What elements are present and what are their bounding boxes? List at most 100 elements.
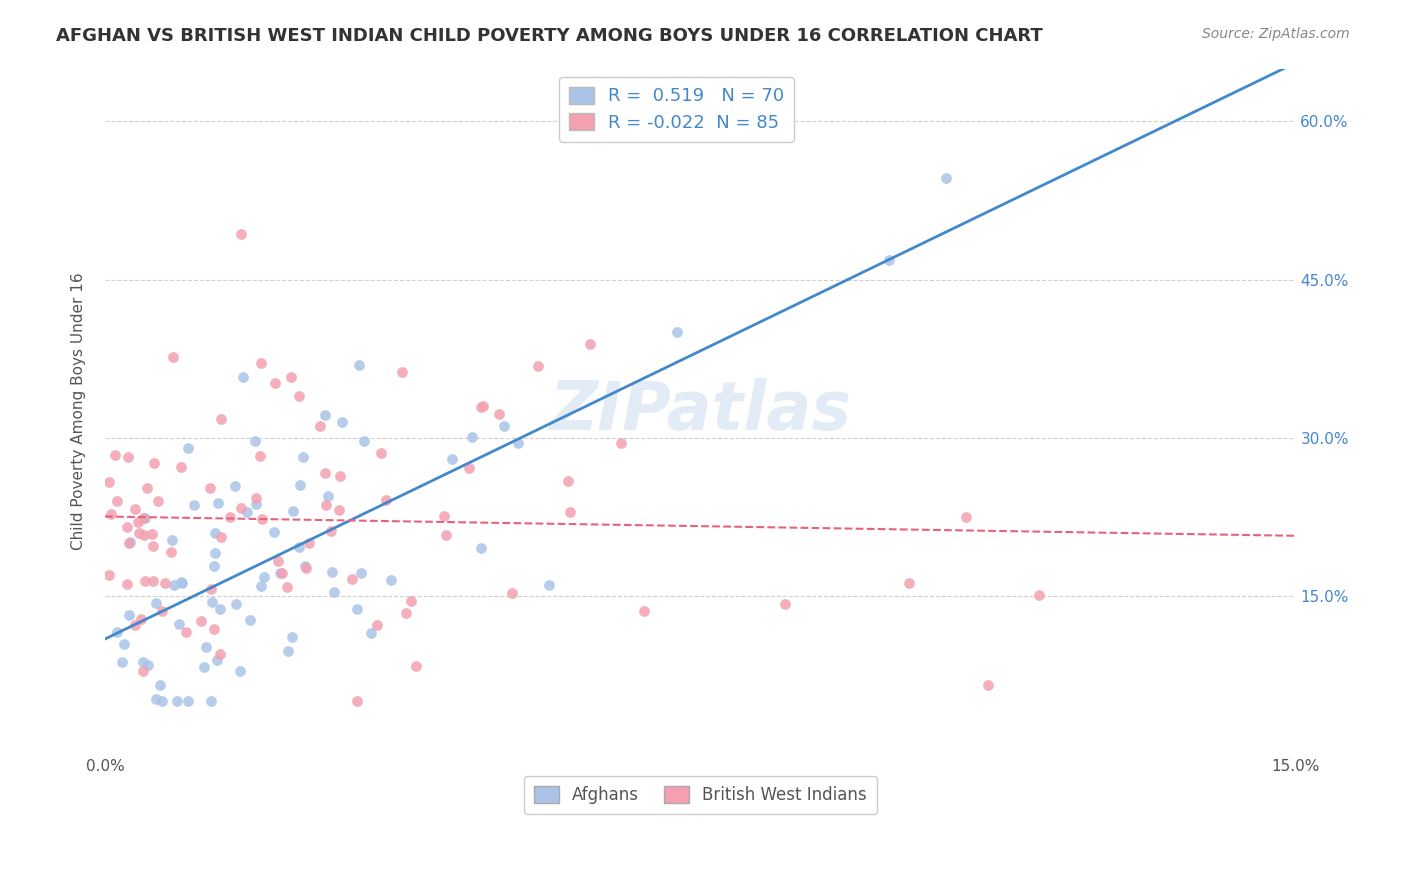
Point: [100, 508, 122, 522]
Point: [153, 576, 176, 591]
Point: [527, 359, 550, 373]
Point: [239, 613, 262, 627]
Point: [229, 227, 252, 242]
Point: [124, 618, 146, 632]
Point: [253, 570, 276, 584]
Point: [276, 581, 298, 595]
Point: [136, 658, 159, 673]
Point: [104, 448, 127, 462]
Text: Source: ZipAtlas.com: Source: ZipAtlas.com: [1202, 27, 1350, 41]
Point: [225, 597, 247, 611]
Point: [252, 511, 274, 525]
Point: [115, 576, 138, 591]
Point: [105, 624, 128, 639]
Point: [194, 640, 217, 654]
Point: [131, 510, 153, 524]
Point: [472, 399, 495, 413]
Point: [166, 694, 188, 708]
Point: [295, 561, 318, 575]
Point: [288, 478, 311, 492]
Point: [308, 419, 330, 434]
Point: [132, 655, 155, 669]
Point: [494, 419, 516, 434]
Point: [877, 252, 900, 267]
Point: [232, 370, 254, 384]
Point: [245, 491, 267, 505]
Point: [315, 498, 337, 512]
Point: [208, 648, 231, 662]
Point: [346, 694, 368, 708]
Point: [366, 618, 388, 632]
Point: [177, 441, 200, 455]
Point: [666, 325, 689, 339]
Point: [193, 659, 215, 673]
Point: [198, 481, 221, 495]
Point: [269, 566, 291, 581]
Legend: Afghans, British West Indians: Afghans, British West Indians: [523, 776, 877, 814]
Text: ZIPatlas: ZIPatlas: [550, 378, 851, 444]
Point: [142, 574, 165, 588]
Point: [288, 389, 311, 403]
Point: [136, 481, 159, 495]
Point: [105, 493, 128, 508]
Point: [235, 505, 257, 519]
Point: [328, 502, 350, 516]
Point: [224, 479, 246, 493]
Point: [321, 524, 343, 538]
Point: [201, 595, 224, 609]
Point: [281, 631, 304, 645]
Point: [773, 597, 796, 611]
Point: [314, 409, 336, 423]
Point: [167, 617, 190, 632]
Point: [229, 664, 252, 678]
Point: [470, 401, 492, 415]
Point: [460, 430, 482, 444]
Point: [200, 694, 222, 708]
Point: [150, 604, 173, 618]
Point: [117, 450, 139, 464]
Point: [160, 545, 183, 559]
Point: [170, 460, 193, 475]
Point: [249, 449, 271, 463]
Text: AFGHAN VS BRITISH WEST INDIAN CHILD POVERTY AMONG BOYS UNDER 16 CORRELATION CHAR: AFGHAN VS BRITISH WEST INDIAN CHILD POVE…: [56, 27, 1043, 45]
Point: [209, 411, 232, 425]
Point: [208, 601, 231, 615]
Point: [1028, 588, 1050, 602]
Point: [501, 585, 523, 599]
Point: [177, 694, 200, 708]
Point: [172, 575, 194, 590]
Point: [149, 678, 172, 692]
Point: [399, 593, 422, 607]
Point: [340, 573, 363, 587]
Point: [976, 678, 998, 692]
Point: [174, 624, 197, 639]
Point: [143, 456, 166, 470]
Point: [160, 533, 183, 547]
Point: [134, 511, 156, 525]
Point: [190, 615, 212, 629]
Point: [283, 503, 305, 517]
Point: [115, 520, 138, 534]
Point: [458, 460, 481, 475]
Point: [207, 496, 229, 510]
Point: [145, 692, 167, 706]
Point: [249, 356, 271, 370]
Point: [488, 407, 510, 421]
Point: [141, 539, 163, 553]
Point: [433, 508, 456, 523]
Point: [111, 655, 134, 669]
Point: [633, 604, 655, 618]
Point: [395, 606, 418, 620]
Point: [405, 658, 427, 673]
Point: [277, 644, 299, 658]
Point: [120, 535, 142, 549]
Point: [132, 528, 155, 542]
Point: [245, 434, 267, 448]
Point: [162, 351, 184, 365]
Point: [298, 535, 321, 549]
Point: [294, 558, 316, 573]
Point: [935, 171, 957, 186]
Point: [610, 435, 633, 450]
Point: [202, 622, 225, 636]
Point: [118, 535, 141, 549]
